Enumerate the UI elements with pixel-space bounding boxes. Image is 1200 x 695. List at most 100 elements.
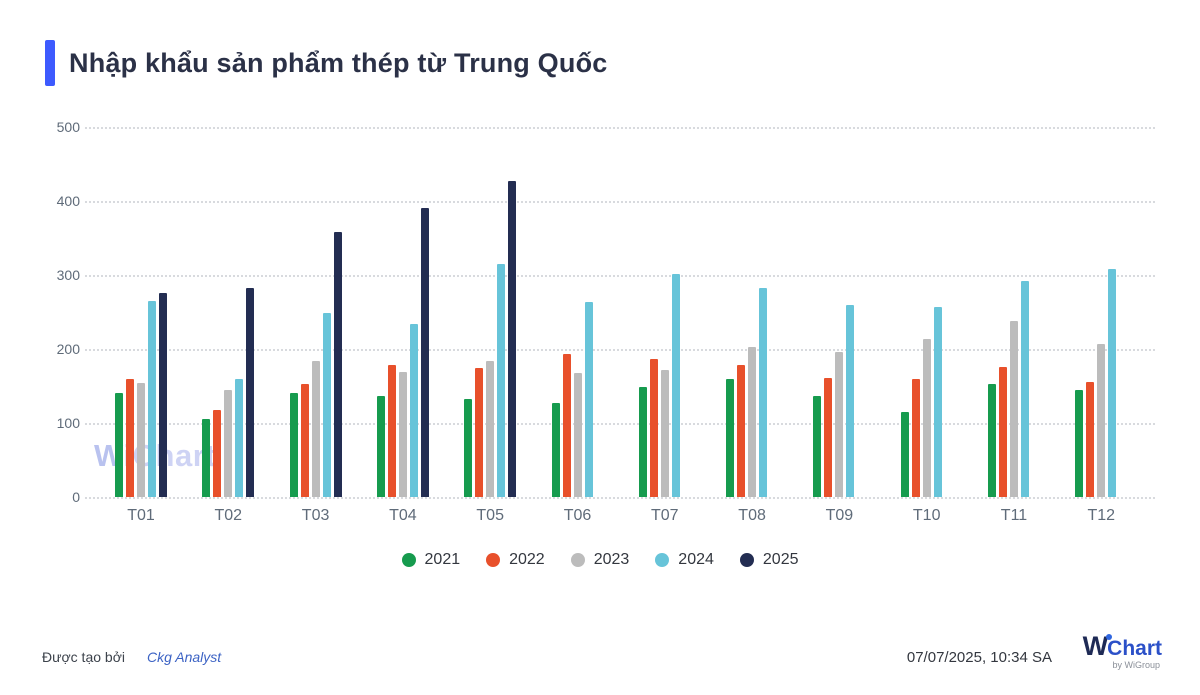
bar-T02-2021[interactable]: [202, 419, 211, 497]
legend-label-2022: 2022: [509, 551, 545, 568]
legend-item-2025[interactable]: 2025: [739, 551, 799, 569]
title-accent-bar: [45, 40, 55, 86]
bar-T02-2025[interactable]: [246, 287, 255, 497]
legend-label-2025: 2025: [762, 551, 799, 568]
created-by-label: Được tạo bởi: [42, 649, 125, 665]
bar-T11-2022[interactable]: [999, 366, 1007, 497]
bar-T08-2022[interactable]: [737, 365, 746, 497]
x-axis-tick-T06: T06: [563, 507, 592, 524]
header: Nhập khẩu sản phẩm thép từ Trung Quốc: [45, 40, 608, 86]
bar-T02-2023[interactable]: [224, 389, 233, 497]
bar-T02-2022[interactable]: [213, 409, 222, 497]
chart-legend: 2021 2022 2023 2024 2025: [0, 551, 1200, 569]
legend-dot-icon-2025: [739, 553, 754, 567]
bar-T10-2023[interactable]: [922, 338, 931, 497]
x-axis-tick-T12: T12: [1087, 507, 1116, 524]
bar-T12-2024[interactable]: [1108, 269, 1117, 497]
bar-T10-2024[interactable]: [933, 306, 942, 497]
y-axis-tick-100: 100: [56, 415, 80, 431]
bar-T03-2024[interactable]: [322, 313, 331, 497]
x-axis-tick-T11: T11: [1000, 507, 1028, 524]
bar-T12-2022[interactable]: [1086, 382, 1095, 497]
bar-T01-2025[interactable]: [159, 292, 167, 497]
bar-T01-2023[interactable]: [137, 383, 145, 497]
bar-T05-2023[interactable]: [486, 360, 495, 497]
bar-T06-2021[interactable]: [551, 403, 560, 497]
bar-T11-2021[interactable]: [988, 383, 996, 497]
logo-chart-text: Chart: [1107, 637, 1162, 660]
bar-T07-2021[interactable]: [638, 386, 647, 497]
gridline-400: [85, 201, 1155, 203]
bar-T11-2024[interactable]: [1021, 280, 1029, 497]
bar-T04-2022[interactable]: [387, 365, 396, 497]
page-title: Nhập khẩu sản phẩm thép từ Trung Quốc: [69, 47, 608, 78]
bar-T07-2022[interactable]: [649, 358, 658, 497]
bar-T01-2021[interactable]: [115, 392, 123, 497]
bar-T05-2021[interactable]: [464, 399, 473, 497]
y-axis-tick-200: 200: [56, 341, 80, 357]
bar-T04-2024[interactable]: [409, 323, 418, 497]
legend-item-2023[interactable]: 2023: [570, 551, 630, 569]
legend-item-2021[interactable]: 2021: [401, 551, 460, 569]
bar-T06-2023[interactable]: [573, 372, 582, 497]
bar-T09-2022[interactable]: [824, 377, 833, 497]
bar-T06-2022[interactable]: [562, 354, 571, 497]
bar-T01-2022[interactable]: [126, 379, 134, 497]
bar-T04-2023[interactable]: [398, 371, 407, 497]
x-axis-tick-T04: T04: [389, 507, 417, 524]
bar-T08-2021[interactable]: [726, 379, 735, 497]
gridline-500: [85, 127, 1155, 129]
legend-dot-icon-2021: [401, 553, 416, 567]
x-axis-tick-T07: T07: [651, 507, 679, 524]
x-axis-tick-T01: T01: [127, 507, 155, 524]
bar-T02-2024[interactable]: [235, 378, 244, 497]
bar-T04-2025[interactable]: [420, 208, 429, 497]
bar-T08-2023[interactable]: [748, 346, 757, 497]
x-axis-tick-T02: T02: [214, 507, 243, 524]
bar-T12-2021[interactable]: [1075, 389, 1084, 497]
gridline-100: [85, 423, 1155, 425]
y-axis-tick-400: 400: [56, 193, 80, 209]
bar-T07-2024[interactable]: [671, 274, 680, 497]
bar-T03-2021[interactable]: [289, 392, 298, 497]
bar-T05-2025[interactable]: [508, 181, 517, 497]
y-axis-tick-0: 0: [72, 489, 80, 505]
legend-item-2022[interactable]: 2022: [486, 551, 545, 569]
bar-T12-2023[interactable]: [1097, 343, 1106, 497]
bar-T09-2024[interactable]: [846, 304, 855, 497]
watermark-chart: Chart: [132, 438, 217, 473]
legend-dot-icon-2023: [570, 553, 585, 567]
bar-T11-2023[interactable]: [1010, 320, 1018, 497]
x-axis-tick-T03: T03: [301, 507, 330, 524]
footer-credit: Được tạo bởi Ckg Analyst: [42, 649, 221, 665]
bar-T01-2024[interactable]: [148, 300, 156, 497]
legend-label-2023: 2023: [593, 551, 630, 568]
gridline-200: [85, 349, 1155, 351]
timestamp: 07/07/2025, 10:34 SA: [906, 649, 1052, 666]
bar-T05-2024[interactable]: [497, 263, 506, 497]
bar-T08-2024[interactable]: [759, 287, 768, 497]
bar-T06-2024[interactable]: [584, 301, 593, 497]
x-axis-tick-T05: T05: [476, 507, 504, 524]
gridline-0: [85, 497, 1155, 499]
bar-T07-2023[interactable]: [660, 369, 669, 497]
bar-T03-2022[interactable]: [300, 383, 309, 497]
author-link[interactable]: Ckg Analyst: [146, 649, 222, 665]
bar-T05-2022[interactable]: [475, 367, 484, 497]
y-axis-tick-500: 500: [56, 119, 80, 135]
x-axis-tick-T09: T09: [825, 507, 854, 524]
bar-T10-2022[interactable]: [911, 378, 920, 497]
gridline-300: [85, 275, 1155, 277]
bar-T04-2021[interactable]: [376, 395, 385, 497]
bar-T03-2023[interactable]: [311, 360, 320, 497]
legend-dot-icon-2024: [655, 553, 670, 567]
bar-T09-2023[interactable]: [835, 351, 844, 497]
bar-T03-2025[interactable]: [333, 232, 342, 497]
legend-item-2024[interactable]: 2024: [655, 551, 714, 569]
bar-T10-2021[interactable]: [900, 411, 909, 497]
wichart-logo[interactable]: W Chart by WiGroup: [1057, 633, 1162, 670]
bar-T09-2021[interactable]: [813, 395, 822, 497]
y-axis-tick-300: 300: [56, 267, 80, 283]
